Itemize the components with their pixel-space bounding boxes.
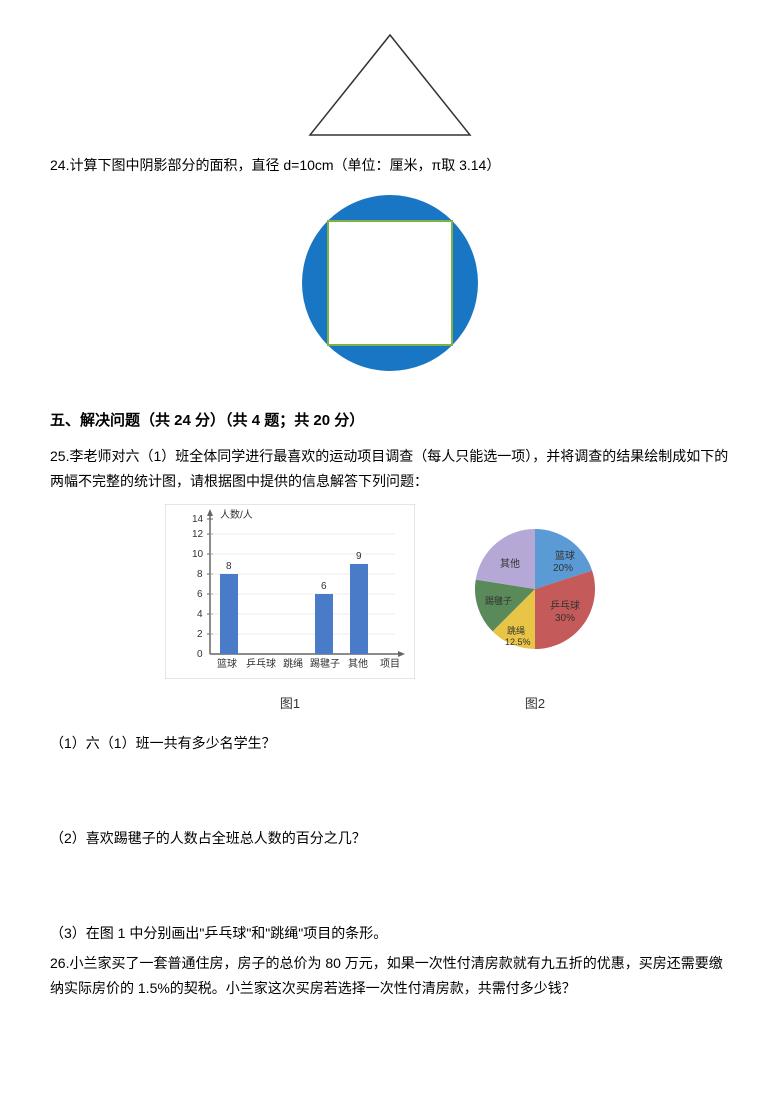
svg-text:30%: 30% — [555, 613, 575, 624]
bar-chart-box: 人数/人 0 2 4 6 8 10 12 14 8 篮球 乒乓球 跳绳 — [165, 504, 415, 716]
svg-text:8: 8 — [226, 561, 232, 572]
charts-container: 人数/人 0 2 4 6 8 10 12 14 8 篮球 乒乓球 跳绳 — [50, 504, 730, 716]
svg-text:6: 6 — [321, 581, 327, 592]
svg-text:14: 14 — [192, 514, 204, 525]
svg-text:乒乓球: 乒乓球 — [550, 599, 580, 612]
pie-chart-box: 篮球 20% 乒乓球 30% 跳绳 12.5% 踢毽子 其他 图2 — [455, 504, 615, 716]
pie-chart-svg: 篮球 20% 乒乓球 30% 跳绳 12.5% 踢毽子 其他 — [455, 504, 615, 679]
svg-text:9: 9 — [356, 551, 362, 562]
triangle-svg — [300, 30, 480, 140]
bar-chart-svg: 人数/人 0 2 4 6 8 10 12 14 8 篮球 乒乓球 跳绳 — [165, 504, 415, 679]
q26-text: 26.小兰家买了一套普通住房，房子的总价为 80 万元，如果一次性付清房款就有九… — [50, 951, 730, 1001]
q25-text: 25.李老师对六（1）班全体同学进行最喜欢的运动项目调查（每人只能选一项），并将… — [50, 444, 730, 494]
pie-chart-caption: 图2 — [455, 692, 615, 715]
svg-text:人数/人: 人数/人 — [220, 508, 253, 521]
svg-text:篮球: 篮球 — [217, 657, 237, 670]
svg-text:跳绳: 跳绳 — [283, 657, 303, 670]
svg-text:项目: 项目 — [380, 658, 400, 670]
svg-text:10: 10 — [192, 549, 204, 560]
svg-text:12: 12 — [192, 529, 204, 540]
q25-sub3: （3）在图 1 中分别画出"乒乓球"和"跳绳"项目的条形。 — [50, 921, 730, 946]
svg-text:4: 4 — [197, 609, 203, 620]
svg-text:其他: 其他 — [500, 557, 520, 570]
svg-text:20%: 20% — [553, 563, 573, 574]
q24-text: 24.计算下图中阴影部分的面积，直径 d=10cm（单位：厘米，π取 3.14） — [50, 153, 730, 178]
svg-text:踢毽子: 踢毽子 — [485, 595, 512, 606]
svg-text:12.5%: 12.5% — [505, 637, 531, 647]
svg-text:踢毽子: 踢毽子 — [310, 657, 340, 670]
svg-text:6: 6 — [197, 589, 203, 600]
bar-chart-caption: 图1 — [165, 692, 415, 715]
section-5-heading: 五、解决问题（共 24 分）（共 4 题；共 20 分） — [50, 407, 730, 434]
q25-sub1: （1）六（1）班一共有多少名学生？ — [50, 731, 730, 756]
triangle-figure — [50, 30, 730, 148]
q25-sub2: （2）喜欢踢毽子的人数占全班总人数的百分之几？ — [50, 826, 730, 851]
svg-text:8: 8 — [197, 569, 203, 580]
circle-square-svg — [290, 188, 490, 378]
svg-text:跳绳: 跳绳 — [507, 625, 525, 636]
svg-text:乒乓球: 乒乓球 — [246, 657, 276, 670]
svg-text:其他: 其他 — [348, 657, 368, 670]
svg-text:2: 2 — [197, 629, 203, 640]
svg-text:篮球: 篮球 — [555, 549, 575, 562]
svg-text:0: 0 — [197, 649, 203, 660]
circle-square-figure — [50, 188, 730, 386]
